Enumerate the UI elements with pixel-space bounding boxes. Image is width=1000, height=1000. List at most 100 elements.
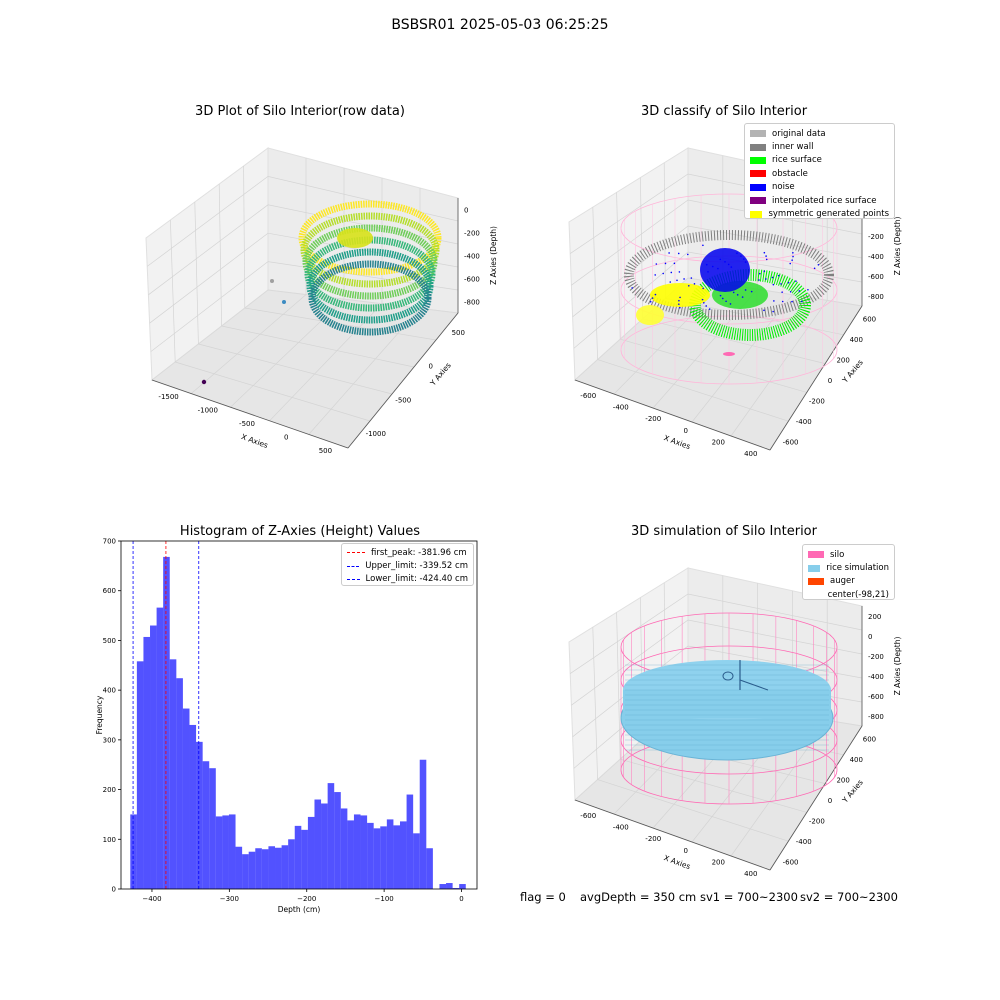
legend-swatch [808, 591, 822, 598]
x-tick-label: 0 [459, 895, 463, 903]
noise-point [772, 283, 775, 286]
histogram-bar [294, 825, 302, 889]
noise-point [765, 255, 767, 257]
panel-1-title: 3D Plot of Silo Interior(row data) [195, 104, 405, 119]
noise-point [679, 296, 681, 299]
histogram-bar [228, 814, 236, 889]
panel-2-title: 3D classify of Silo Interior [640, 104, 808, 119]
legend-item-noise: noise [750, 181, 889, 194]
noise-point [724, 261, 726, 263]
noise-point [791, 259, 793, 261]
legend-item-silo: silo [808, 548, 889, 561]
grid-line [243, 165, 246, 309]
z-tick-label: -600 [868, 693, 884, 701]
histogram-bar [242, 854, 249, 889]
z-axis-label: Z Axies (Depth) [893, 217, 902, 276]
y-axis-line [769, 725, 863, 871]
histogram-bar [235, 846, 243, 889]
noise-point [631, 287, 633, 289]
noise-point [717, 267, 719, 270]
histogram-bar [373, 828, 381, 889]
legend-label: inner wall [772, 142, 814, 153]
y-tick-label: 700 [103, 538, 116, 546]
noise-point [813, 267, 816, 270]
legend-line [347, 578, 360, 580]
noise-point [798, 290, 801, 292]
grid-line [269, 303, 383, 422]
outlier-point [201, 379, 207, 385]
histogram-bar [426, 848, 433, 889]
z-tick-label: -200 [868, 653, 884, 661]
legend-swatch [750, 210, 763, 218]
noise-point [750, 290, 753, 293]
x-tick-label: 400 [744, 870, 757, 878]
point-ring [300, 212, 440, 288]
noise-point [763, 270, 766, 273]
legend-item-obstacle: obstacle [750, 167, 889, 180]
noise-point [789, 262, 791, 265]
histogram-bar [439, 884, 447, 889]
noise-point [740, 255, 742, 257]
noise-point [708, 308, 711, 310]
legend-item-first-peak: first_peak: -381.96 cm [347, 546, 468, 559]
legend-swatch [750, 183, 766, 191]
x-tick-label: 0 [684, 427, 688, 435]
noise-point [664, 262, 667, 265]
noise-point [679, 306, 681, 309]
legend-label: obstacle [772, 168, 808, 179]
histogram-bar [347, 820, 354, 889]
legend-label: original data [772, 128, 826, 139]
x-axis-label: X Axies [663, 853, 692, 871]
histogram-bar [393, 825, 400, 889]
y-tick-label: -400 [796, 838, 812, 846]
auger-line [739, 679, 769, 691]
noise-point [800, 300, 803, 303]
outlier-point [270, 279, 274, 283]
outlier-point [282, 300, 286, 304]
y-tick-label: 600 [863, 315, 876, 323]
footer-avg-depth: avgDepth = 350 cm [580, 890, 697, 904]
grid-line [308, 308, 421, 435]
noise-point [711, 265, 714, 268]
noise-point [789, 290, 792, 293]
y-tick-label: -600 [783, 859, 799, 867]
grid-line [198, 343, 393, 395]
noise-point [817, 263, 820, 266]
x-axis-line [151, 379, 349, 449]
histogram-bar [268, 846, 276, 889]
y-tick-label: 400 [850, 336, 863, 344]
histogram-bar [156, 607, 164, 889]
grid-line [613, 283, 724, 395]
noise-point [765, 278, 767, 280]
noise-point [702, 244, 704, 247]
noise-point [758, 279, 760, 281]
noise-point [693, 283, 696, 285]
histogram-bar [419, 759, 427, 889]
y-tick-label: 100 [103, 836, 116, 844]
noise-point [678, 303, 680, 305]
noise-point [744, 289, 747, 291]
histogram-bar [215, 816, 223, 889]
grid-line [230, 298, 345, 408]
x-axis-line [574, 799, 771, 871]
noise-point [683, 278, 685, 280]
noise-point [686, 253, 689, 256]
z-tick-label: -800 [868, 293, 884, 301]
histogram-bar [452, 888, 460, 889]
noise-point [719, 258, 722, 261]
x-axis-label: Depth (cm) [278, 905, 321, 914]
x-tick-label: -1000 [198, 406, 218, 414]
legend-swatch [750, 156, 766, 164]
x-tick-label: -400 [613, 404, 629, 412]
histogram-bar [380, 826, 387, 889]
noise-point [670, 271, 673, 274]
x-tick-label: −400 [142, 895, 161, 903]
noise-point [678, 271, 681, 273]
z-tick-label: -600 [868, 273, 884, 281]
grid-line [572, 645, 863, 738]
y-tick-label: 600 [103, 587, 116, 595]
rice-simulation-surface [623, 690, 831, 718]
grid-line [616, 612, 621, 760]
y-tick-label: -600 [783, 439, 799, 447]
raw-data-3d-plot: -1500 -1000 -500 0 500 -1000 -500 0 500 0 -200 -400… [145, 147, 498, 455]
